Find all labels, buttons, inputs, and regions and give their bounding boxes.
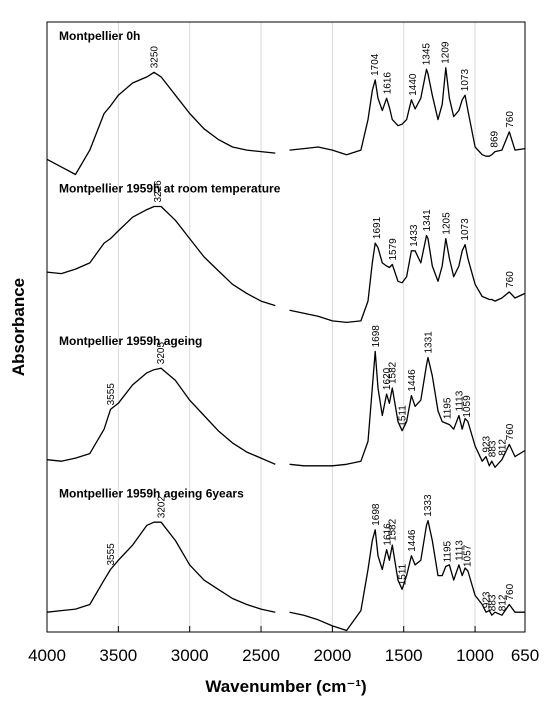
peak-label: 869 [489,130,500,147]
series-label: Montpellier 1959h ageing [59,334,202,348]
peak-label: 1195 [443,397,454,419]
peak-label: 1205 [441,212,452,235]
x-tick-label: 3500 [99,646,137,665]
peak-label: 1073 [460,218,471,241]
peak-label: 1616 [383,523,394,546]
peak-label: 1059 [462,395,473,418]
peak-label: 1440 [408,73,419,96]
peak-label: 3250 [150,46,161,69]
peak-label: 1073 [460,69,471,92]
spectrum-line [46,520,525,632]
peak-label: 883 [487,440,498,457]
x-axis-label: Wavenumber (cm⁻¹) [205,677,366,696]
peak-label: 1433 [409,224,420,247]
peak-label: 760 [505,111,516,128]
peak-label: 1209 [441,41,452,64]
peak-label: 3205 [156,342,167,365]
peak-label: 1691 [372,216,383,239]
x-tick-label: 650 [511,646,539,665]
peak-label: 812 [497,439,508,456]
y-axis-label: Absorbance [9,278,28,376]
peak-label: 1341 [422,209,433,232]
peak-label: 1582 [388,361,399,384]
peak-label: 1446 [407,529,418,552]
x-tick-label: 4000 [28,646,66,665]
peak-label: 760 [505,271,516,288]
peak-label: 923 [482,591,493,608]
peak-label: 1446 [407,369,418,392]
peak-label: 1331 [423,331,434,354]
x-tick-label: 1000 [456,646,494,665]
peak-label: 1579 [388,238,399,261]
series-label: Montpellier 0h [59,29,140,43]
peak-label: 3226 [153,180,164,203]
peak-label: 923 [482,435,493,452]
peak-label: 1698 [371,503,382,526]
peak-label: 1582 [388,518,399,541]
x-tick-label: 3000 [171,646,209,665]
peak-label: 760 [505,583,516,600]
peak-label: 1620 [382,367,393,390]
peak-label: 1113 [454,540,465,561]
x-tick-label: 2500 [242,646,280,665]
series-label: Montpellier 1959h at room temperature [59,182,281,196]
peak-label: 3555 [106,383,117,406]
peak-label: 1345 [421,43,432,66]
spectrum-line [46,67,526,176]
peak-label: 1616 [383,72,394,95]
x-tick-label: 1500 [385,646,423,665]
x-tick-label: 2000 [313,646,351,665]
plot-frame [46,21,526,633]
peak-label: 3555 [106,543,117,566]
plot: 4000 3500 3000 2500 2000 1500 1000 650 Montpelli… [28,29,539,665]
peak-label: 1511 [398,405,409,427]
peak-label: 3202 [156,496,167,519]
spectrum-line [46,350,526,468]
peak-label: 1511 [398,563,409,585]
peak-label: 1113 [454,390,465,411]
peak-label: 1333 [423,494,434,517]
peak-label: 1057 [462,544,473,567]
series-label: Montpellier 1959h ageing 6years [59,487,244,501]
peak-label: 760 [505,423,516,440]
peak-label: 883 [487,594,498,611]
peak-label: 1698 [371,325,382,348]
spectrum-line [46,205,526,324]
peak-label: 812 [497,594,508,611]
peak-label: 1704 [370,53,381,76]
peak-label: 1195 [443,540,454,562]
